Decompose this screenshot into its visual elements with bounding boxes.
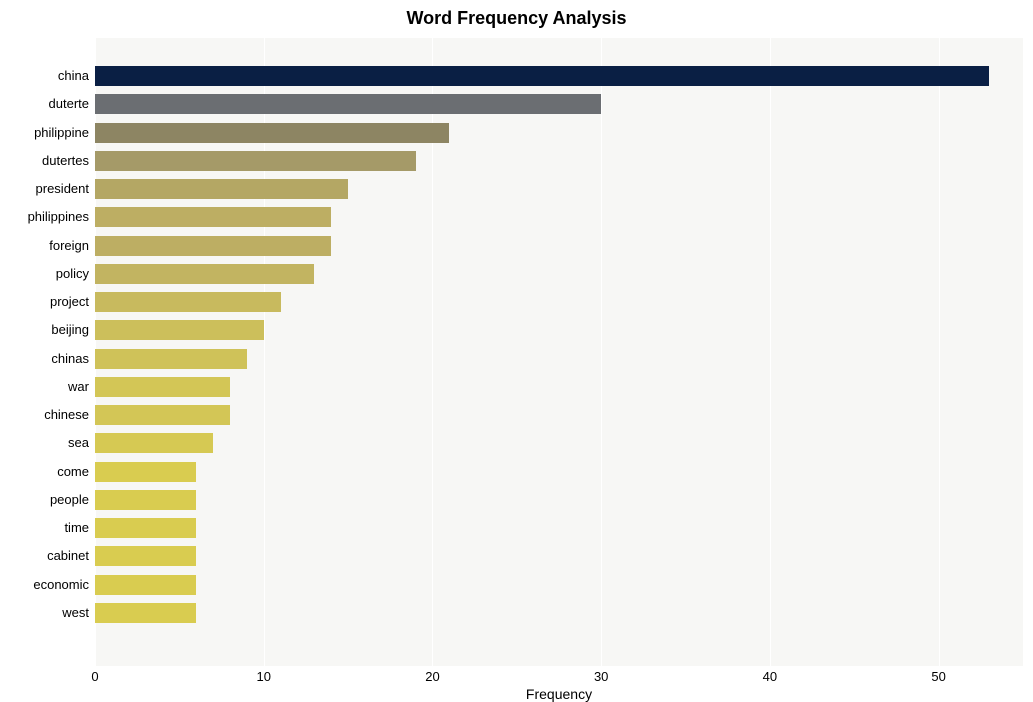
bar <box>95 377 230 397</box>
bar <box>95 320 264 340</box>
y-tick-label: foreign <box>3 236 89 256</box>
plot-area <box>95 38 1023 666</box>
bar-row <box>95 123 449 143</box>
bar <box>95 518 196 538</box>
bar-row <box>95 94 601 114</box>
y-tick-label: come <box>3 462 89 482</box>
bar-row <box>95 405 230 425</box>
x-tick-label: 30 <box>581 669 621 684</box>
bar-row <box>95 546 196 566</box>
bar <box>95 433 213 453</box>
y-tick-label: time <box>3 518 89 538</box>
x-tick-label: 40 <box>750 669 790 684</box>
bar <box>95 207 331 227</box>
y-tick-label: sea <box>3 433 89 453</box>
y-tick-label: duterte <box>3 94 89 114</box>
bar-row <box>95 575 196 595</box>
bar <box>95 603 196 623</box>
gridline <box>770 38 771 666</box>
bar-row <box>95 377 230 397</box>
bar <box>95 123 449 143</box>
word-frequency-chart: Word Frequency Analysis Frequency 0 10 20 3… <box>0 0 1033 701</box>
bar <box>95 292 281 312</box>
y-tick-label: beijing <box>3 320 89 340</box>
y-tick-label: cabinet <box>3 546 89 566</box>
bar <box>95 349 247 369</box>
bar <box>95 264 314 284</box>
bar-row <box>95 349 247 369</box>
y-tick-label: policy <box>3 264 89 284</box>
x-tick-label: 50 <box>919 669 959 684</box>
y-tick-label: philippines <box>3 207 89 227</box>
y-tick-label: president <box>3 179 89 199</box>
bar <box>95 490 196 510</box>
y-tick-label: people <box>3 490 89 510</box>
y-tick-label: project <box>3 292 89 312</box>
bar <box>95 94 601 114</box>
bar-row <box>95 236 331 256</box>
x-tick-label: 20 <box>412 669 452 684</box>
x-tick-label: 0 <box>75 669 115 684</box>
y-tick-label: china <box>3 66 89 86</box>
bar-row <box>95 320 264 340</box>
y-tick-label: chinese <box>3 405 89 425</box>
gridline <box>601 38 602 666</box>
bar-row <box>95 264 314 284</box>
y-tick-label: chinas <box>3 349 89 369</box>
bar-row <box>95 490 196 510</box>
chart-title: Word Frequency Analysis <box>0 8 1033 29</box>
x-axis-label: Frequency <box>95 686 1023 702</box>
bar <box>95 575 196 595</box>
bar-row <box>95 179 348 199</box>
bar-row <box>95 518 196 538</box>
bar-row <box>95 603 196 623</box>
bar <box>95 462 196 482</box>
bar-row <box>95 292 281 312</box>
bar <box>95 546 196 566</box>
y-tick-label: west <box>3 603 89 623</box>
bar <box>95 236 331 256</box>
x-tick-label: 10 <box>244 669 284 684</box>
bar-row <box>95 433 213 453</box>
bar-row <box>95 462 196 482</box>
bar-row <box>95 151 416 171</box>
bar-row <box>95 66 989 86</box>
bar <box>95 179 348 199</box>
y-tick-label: dutertes <box>3 151 89 171</box>
bar <box>95 151 416 171</box>
y-tick-label: philippine <box>3 123 89 143</box>
bar <box>95 405 230 425</box>
gridline <box>939 38 940 666</box>
bar-row <box>95 207 331 227</box>
y-tick-label: economic <box>3 575 89 595</box>
y-tick-label: war <box>3 377 89 397</box>
bar <box>95 66 989 86</box>
